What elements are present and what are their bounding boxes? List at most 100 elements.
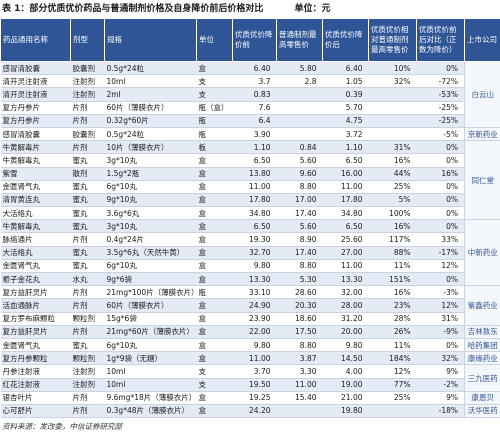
table-cell: 6.40 xyxy=(232,61,277,76)
table-cell: -53% xyxy=(416,87,465,102)
table-cell: 盒 xyxy=(196,153,233,168)
column-header: 优质优价前后对比（正数为降价） xyxy=(416,18,465,62)
table-cell: 蜜丸 xyxy=(70,153,105,168)
table-cell: 4.00 xyxy=(322,364,369,379)
table-cell: 16% xyxy=(368,285,417,300)
table-cell: 盒 xyxy=(196,61,233,76)
table-cell: 盒 xyxy=(196,298,233,313)
table-title: 表 1：部分优质优价药品与普通制剂价格及自身降价前后价格对比 xyxy=(2,4,264,14)
table-cell: 22.00 xyxy=(232,325,277,339)
table-cell: 蜜丸 xyxy=(70,259,105,274)
table-cell: 0.39 xyxy=(322,87,369,102)
table-cell: 60片（薄膜衣片） xyxy=(104,298,197,313)
table-cell: 1g*9袋（无糖） xyxy=(104,351,197,366)
table-cell: 紫雪 xyxy=(0,167,71,181)
table-cell: 1.5g*2瓶 xyxy=(104,167,197,181)
table-cell: 11.00 xyxy=(322,180,369,194)
table-cell xyxy=(368,114,417,128)
table-cell xyxy=(276,87,323,102)
table-cell: 瓶（盒） xyxy=(196,101,233,115)
title-bar: 表 1：部分优质优价药品与普通制剂价格及自身降价前后价格对比 单位：元 xyxy=(0,0,500,18)
table-cell: 金匮肾气丸 xyxy=(0,338,71,353)
table-cell: 3.30 xyxy=(276,364,323,379)
table-cell: 9.80 xyxy=(232,259,277,274)
table-cell: 60片（薄膜衣片） xyxy=(104,101,197,115)
company-cell: 沃华医药 xyxy=(464,404,500,419)
table-cell: 19.80 xyxy=(322,404,369,419)
table-cell: 复方益肝灵片 xyxy=(0,325,71,339)
table-cell: 0% xyxy=(416,153,465,168)
column-header: 规格 xyxy=(104,18,197,62)
table-cell: 17.40 xyxy=(276,246,323,260)
table-cell: 11% xyxy=(368,338,417,353)
table-cell: 11.00 xyxy=(276,378,323,392)
table-cell: 片剂 xyxy=(70,140,105,155)
table-cell: 12% xyxy=(368,364,417,379)
table-row: 栀子金花丸 水丸 9g*6袋盒 13.30 5.30 13.30 151% 0% xyxy=(0,272,500,287)
table-row: 复方益肝灵片 片剂 21mg*100片（薄膜衣片）瓶 33.10 28.60 32.00 1… xyxy=(0,285,500,326)
table-cell: 12% xyxy=(416,259,465,274)
table-cell: 27.00 xyxy=(322,246,369,260)
table-cell: 31% xyxy=(416,312,465,326)
table-cell: 28% xyxy=(368,312,417,326)
table-row: 心可舒片 片剂 0.3g*48片（薄膜衣片）盒 24.20 19.80 -18% 沃华医药 xyxy=(0,404,500,419)
table-cell: 19.50 xyxy=(232,378,277,392)
table-row: 金匮肾气丸 蜜丸 6g*10丸盒 9.80 8.80 9.80 11% 0% 哈药集团 xyxy=(0,338,500,353)
table-cell: 23.90 xyxy=(232,312,277,326)
table-cell: 77% xyxy=(368,378,417,392)
table-cell: -25% xyxy=(416,114,465,128)
table-cell: 6.50 xyxy=(232,219,277,234)
company-cell: 三九医药 xyxy=(464,364,500,392)
table-cell: 注射剂 xyxy=(70,87,105,102)
table-cell: 34.80 xyxy=(322,206,369,221)
table-cell: 盒 xyxy=(196,167,233,181)
table-cell: 0.5g*24粒 xyxy=(104,127,197,142)
company-cell: 康恩贝 xyxy=(464,391,500,405)
table-cell: 蜜丸 xyxy=(70,338,105,353)
table-cell: 盒 xyxy=(196,338,233,353)
company-cell: 京新药业 xyxy=(464,127,500,142)
table-cell: 2ml xyxy=(104,87,197,102)
table-cell: 感冒清胶囊 xyxy=(0,127,71,142)
table-cell: 胶囊剂 xyxy=(70,61,105,76)
table-cell: 支 xyxy=(196,364,233,379)
table-cell: 片剂 xyxy=(70,325,105,339)
table-row: 清开灵注射液 注射剂 10ml 支 3.7 2.8 1.05 32% -72% xyxy=(0,74,500,89)
table-cell: 盒 xyxy=(196,351,233,366)
table-cell: 9g*10丸 xyxy=(104,193,197,208)
table-cell: 15g*6袋 xyxy=(104,312,197,326)
table-cell: 支 xyxy=(196,74,233,89)
table-cell: 17.50 xyxy=(276,325,323,339)
table-cell: 21mg*100片（薄膜衣片） xyxy=(104,285,197,300)
table-cell: 9.80 xyxy=(322,338,369,353)
table-cell: 3.72 xyxy=(322,127,369,142)
table-cell: 16% xyxy=(368,219,417,234)
table-cell: 0.5g*24粒 xyxy=(104,61,197,76)
table-cell: 0% xyxy=(416,180,465,194)
table-cell: 复方益肝灵片 xyxy=(0,285,71,300)
company-cell: 中新药业 xyxy=(464,219,500,287)
table-cell: 支 xyxy=(196,87,233,102)
table-cell: 31.20 xyxy=(322,312,369,326)
table-cell: 6.50 xyxy=(322,219,369,234)
table-cell: 盒 xyxy=(196,391,233,405)
table-cell xyxy=(368,404,417,419)
table-cell: 复方丹参颗粒 xyxy=(0,351,71,366)
table-cell: 1.10 xyxy=(232,140,277,155)
table-cell: -72% xyxy=(416,74,465,89)
table-cell: 片剂 xyxy=(70,285,105,300)
table-cell: 心可舒片 xyxy=(0,404,71,419)
table-cell: 大活络丸 xyxy=(0,206,71,221)
table-cell: 0% xyxy=(416,193,465,208)
table-row: 复方罗布麻颗粒 颗粒剂 15g*6袋盒 23.90 18.60 31.20 28% 31% xyxy=(0,312,500,326)
table-cell: 瓶 xyxy=(196,285,233,300)
table-cell: 5.30 xyxy=(276,272,323,287)
table-cell: 3.6g*6丸 xyxy=(104,206,197,221)
table-cell: 17.40 xyxy=(276,206,323,221)
table-cell: -2% xyxy=(416,378,465,392)
table-cell: 清开灵注射液 xyxy=(0,74,71,89)
company-cell: 哈药集团 xyxy=(464,338,500,353)
table-cell: 5.80 xyxy=(276,61,323,76)
table-cell: 颗粒剂 xyxy=(70,351,105,366)
